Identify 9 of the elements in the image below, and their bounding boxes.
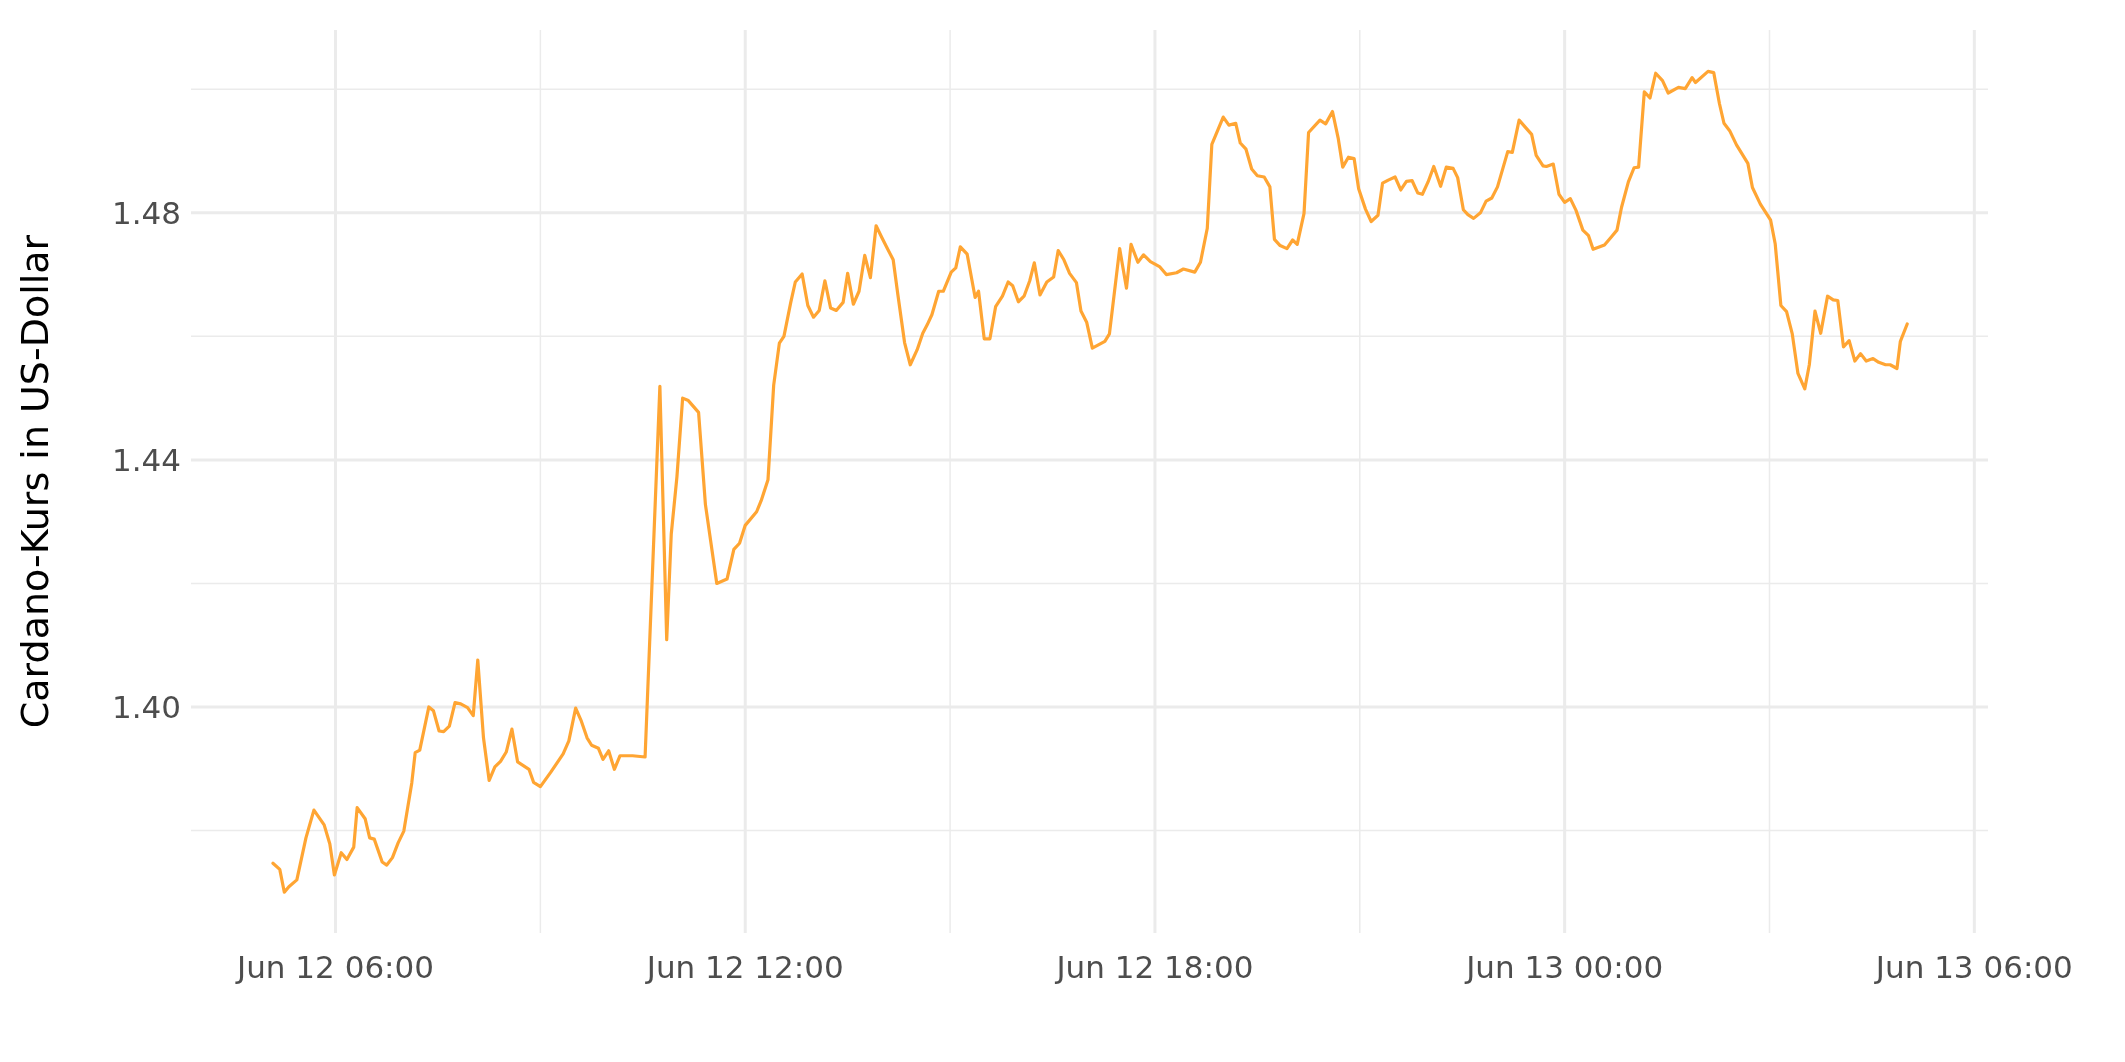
- x-tick-label: Jun 13 06:00: [1873, 949, 2073, 985]
- x-tick-label: Jun 12 06:00: [235, 949, 434, 985]
- x-tick-label: Jun 12 18:00: [1054, 949, 1254, 985]
- x-tick-label: Jun 13 00:00: [1464, 949, 1664, 985]
- y-tick-label: 1.40: [111, 688, 181, 725]
- x-tick-label: Jun 12 12:00: [644, 949, 844, 985]
- y-tick-label: 1.44: [111, 441, 181, 478]
- y-axis-title: Cardano-Kurs in US-Dollar: [13, 234, 57, 729]
- y-tick-label: 1.48: [111, 194, 181, 231]
